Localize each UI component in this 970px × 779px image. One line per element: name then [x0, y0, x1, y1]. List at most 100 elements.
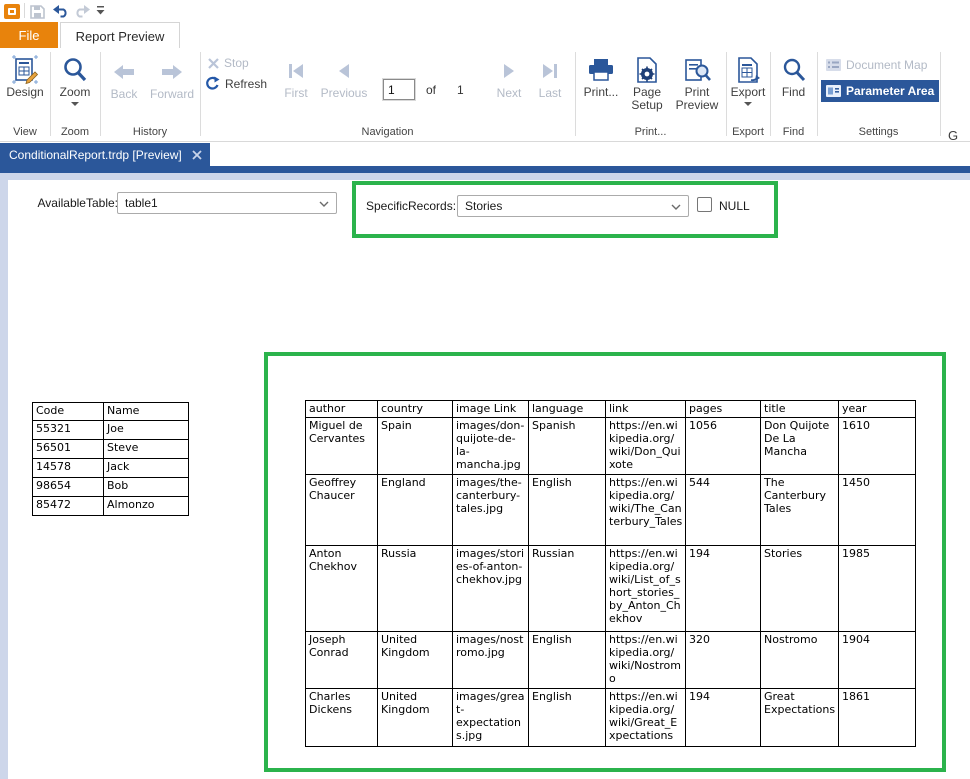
last-label: Last	[538, 86, 562, 100]
print-button[interactable]: Print...	[579, 54, 623, 99]
table-cell: 14578	[32, 458, 104, 478]
ribbon: Design View Zoom Zoom Back	[0, 48, 970, 143]
group-label-find: Find	[782, 126, 805, 138]
table-cell: https://en.wikipedia.org/wiki/List_of_sh…	[605, 545, 686, 632]
chevron-down-icon	[71, 102, 79, 106]
find-button[interactable]: Find	[772, 54, 815, 99]
group-label-settings: Settings	[858, 126, 899, 138]
chevron-down-icon	[744, 102, 752, 106]
table-cell: England	[377, 474, 453, 546]
first-page-button[interactable]: First	[278, 55, 314, 100]
forward-label: Forward	[149, 87, 194, 101]
table-cell: 544	[685, 474, 761, 546]
table-cell: Don Quijote De La Mancha	[760, 417, 839, 475]
stop-button[interactable]: Stop	[208, 56, 249, 70]
table-cell: https://en.wikipedia.org/wiki/The_Canter…	[605, 474, 686, 546]
column-header: title	[760, 400, 839, 418]
previous-page-button[interactable]: Previous	[318, 55, 370, 100]
table-cell: images/great-expectations.jpg	[452, 688, 529, 747]
forward-arrow-icon	[160, 56, 184, 88]
previous-page-icon	[336, 55, 352, 87]
column-header: image Link	[452, 400, 529, 418]
table-cell: 56501	[32, 439, 104, 459]
print-preview-button[interactable]: Print Preview	[671, 54, 723, 112]
last-page-button[interactable]: Last	[533, 55, 567, 100]
table-cell: 1056	[685, 417, 761, 475]
export-label: Export	[730, 85, 766, 99]
find-label: Find	[781, 85, 806, 99]
refresh-button[interactable]: Refresh	[205, 76, 267, 91]
chevron-down-icon	[319, 201, 329, 207]
table-cell: 1610	[838, 417, 916, 475]
available-table-value: table1	[125, 196, 158, 210]
preview-viewport: AvailableTable: table1 SpecificRecords: …	[0, 173, 970, 779]
next-label: Next	[496, 86, 522, 100]
back-label: Back	[110, 87, 138, 101]
print-preview-icon	[683, 54, 711, 86]
available-table-select[interactable]: table1	[117, 192, 337, 214]
next-page-button[interactable]: Next	[490, 55, 528, 100]
ribbon-overflow-text: G	[948, 128, 959, 143]
page-setup-button[interactable]: Page Setup	[625, 54, 669, 112]
column-header: pages	[685, 400, 761, 418]
table-cell: Almonzo	[103, 496, 189, 516]
group-label-history: History	[132, 126, 168, 138]
close-icon[interactable]	[192, 150, 202, 160]
table-cell: 85472	[32, 496, 104, 516]
table-cell: United Kingdom	[377, 688, 453, 747]
table-cell: Jack	[103, 458, 189, 478]
null-checkbox[interactable]	[697, 197, 712, 212]
ribbon-group-export: Export Export	[726, 48, 770, 141]
zoom-icon	[61, 54, 89, 86]
ribbon-group-view: Design View	[0, 48, 50, 141]
table-row: 98654 Bob	[32, 477, 189, 497]
zoom-label: Zoom	[59, 85, 91, 99]
export-button[interactable]: Export	[726, 54, 770, 106]
stop-icon	[208, 57, 219, 69]
table-cell: Nostromo	[760, 631, 839, 689]
table-cell: Russian	[528, 545, 606, 632]
table-cell: Great Expectations	[760, 688, 839, 747]
save-icon[interactable]	[30, 4, 45, 19]
export-icon	[735, 54, 761, 86]
undo-icon[interactable]	[52, 3, 69, 19]
page-of-label: of	[426, 83, 437, 97]
parameter-area-toggle[interactable]: Parameter Area	[821, 80, 939, 102]
table-cell: Russia	[377, 545, 453, 632]
page-number-input[interactable]	[382, 78, 416, 101]
table-cell: https://en.wikipedia.org/wiki/Don_Quixot…	[605, 417, 686, 475]
previous-label: Previous	[320, 86, 368, 100]
table-cell: 1904	[838, 631, 916, 689]
page-setup-label: Page Setup	[631, 85, 663, 112]
table-cell: United Kingdom	[377, 631, 453, 689]
file-tab[interactable]: File	[0, 22, 58, 48]
table-cell: 1861	[838, 688, 916, 747]
tab-report-preview[interactable]: Report Preview	[60, 22, 180, 49]
table-row: 56501 Steve	[32, 439, 189, 459]
document-map-toggle[interactable]: Document Map	[826, 58, 927, 72]
table-cell: 55321	[32, 420, 104, 440]
document-map-label: Document Map	[846, 58, 928, 72]
design-button[interactable]: Design	[2, 54, 48, 99]
app-icon	[4, 3, 21, 20]
document-tab[interactable]: ConditionalReport.trdp [Preview]	[0, 143, 210, 167]
table-cell: images/nostromo.jpg	[452, 631, 529, 689]
back-button[interactable]: Back	[104, 56, 144, 101]
redo-icon[interactable]	[74, 3, 91, 19]
print-label: Print...	[583, 85, 619, 99]
quick-access-caret-icon[interactable]	[96, 6, 106, 15]
column-header: author	[305, 400, 378, 418]
table-row: Joseph Conrad United Kingdom images/nostro…	[305, 631, 916, 689]
table-row: 55321 Joe	[32, 420, 189, 440]
table-cell: Joseph Conrad	[305, 631, 378, 689]
zoom-button[interactable]: Zoom	[52, 54, 98, 106]
column-header: Code	[32, 402, 104, 421]
column-header: language	[528, 400, 606, 418]
table-cell: Geoffrey Chaucer	[305, 474, 378, 546]
refresh-label: Refresh	[225, 76, 268, 91]
specific-records-select[interactable]: Stories	[457, 195, 689, 217]
forward-button[interactable]: Forward	[146, 56, 198, 101]
group-label-view: View	[13, 126, 37, 138]
first-label: First	[284, 86, 308, 100]
